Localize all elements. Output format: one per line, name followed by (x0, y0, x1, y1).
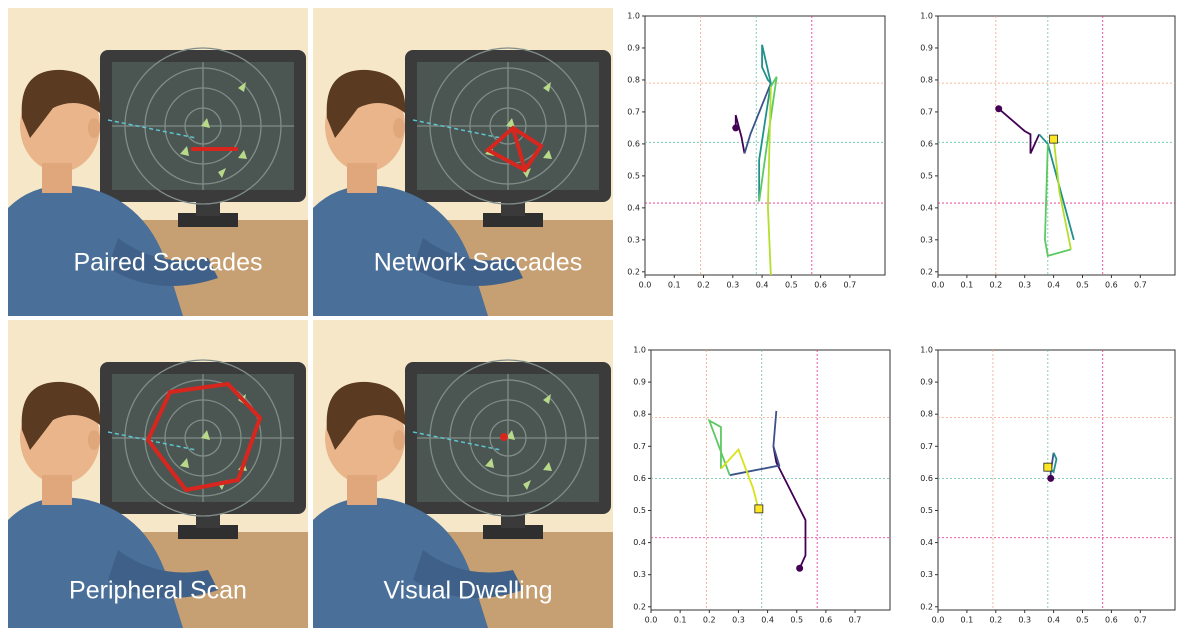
y-tick-label: 0.9 (633, 378, 646, 387)
y-tick-label: 0.9 (920, 378, 933, 387)
end-point (1050, 135, 1058, 143)
x-tick-label: 0.7 (1134, 281, 1147, 290)
y-tick-label: 1.0 (920, 12, 933, 21)
plot-frame (938, 16, 1175, 275)
x-tick-label: 0.5 (785, 281, 798, 290)
y-tick-label: 0.7 (920, 107, 933, 116)
end-point (755, 505, 763, 513)
x-tick-label: 0.1 (961, 616, 974, 625)
x-tick-label: 0.2 (989, 281, 1002, 290)
y-tick-label: 0.2 (920, 602, 933, 611)
x-tick-label: 0.4 (1047, 616, 1060, 625)
y-tick-label: 0.3 (920, 235, 933, 244)
start-point (796, 565, 803, 572)
chart: 0.0 0.1 0.2 0.3 0.4 0.5 0.6 0.7 0.2 0.3 0.4 0.5 0.6 0… (920, 12, 1175, 290)
x-tick-label: 0.3 (1018, 616, 1031, 625)
y-tick-label: 0.9 (627, 43, 640, 52)
y-tick-label: 0.8 (633, 410, 646, 419)
y-tick-label: 0.5 (627, 171, 640, 180)
y-tick-label: 0.6 (627, 139, 640, 148)
y-tick-label: 0.5 (633, 506, 646, 515)
start-point (995, 105, 1002, 112)
y-tick-label: 0.2 (920, 267, 933, 276)
panel-network: Network Saccades (313, 8, 613, 316)
end-point (1044, 463, 1052, 471)
y-tick-label: 1.0 (633, 346, 646, 355)
y-tick-label: 0.5 (920, 171, 933, 180)
y-tick-label: 0.6 (920, 474, 933, 483)
x-tick-label: 0.6 (820, 616, 833, 625)
y-tick-label: 1.0 (920, 346, 933, 355)
y-tick-label: 0.4 (627, 203, 640, 212)
x-tick-label: 0.6 (1105, 281, 1118, 290)
x-tick-label: 0.7 (1134, 616, 1147, 625)
panel-peripheral: Peripheral Scan (8, 320, 308, 628)
panel-label: Visual Dwelling (383, 577, 552, 605)
x-tick-label: 0.5 (1076, 616, 1089, 625)
y-tick-label: 0.2 (633, 602, 646, 611)
x-tick-label: 0.1 (668, 281, 681, 290)
x-tick-label: 0.3 (1018, 281, 1031, 290)
x-tick-label: 0.2 (703, 616, 716, 625)
x-tick-label: 0.0 (932, 281, 945, 290)
chart: 0.0 0.1 0.2 0.3 0.4 0.5 0.6 0.7 0.2 0.3 0.4 0.5 0.6 0… (633, 346, 890, 625)
y-tick-label: 0.4 (633, 538, 646, 547)
y-tick-label: 0.9 (920, 43, 933, 52)
chart: 0.0 0.1 0.2 0.3 0.4 0.5 0.6 0.7 0.2 0.3 0.4 0.5 0.6 0… (627, 12, 885, 290)
y-tick-label: 1.0 (627, 12, 640, 21)
y-tick-label: 0.8 (920, 75, 933, 84)
x-tick-label: 0.1 (674, 616, 687, 625)
y-tick-label: 0.7 (627, 107, 640, 116)
y-tick-label: 0.3 (920, 570, 933, 579)
x-tick-label: 0.5 (1076, 281, 1089, 290)
x-tick-label: 0.2 (697, 281, 710, 290)
start-point (1047, 475, 1054, 482)
y-tick-label: 0.5 (920, 506, 933, 515)
x-tick-label: 0.5 (790, 616, 803, 625)
y-tick-label: 0.4 (920, 538, 933, 547)
x-tick-label: 0.7 (849, 616, 862, 625)
x-tick-label: 0.0 (645, 616, 658, 625)
y-tick-label: 0.3 (627, 235, 640, 244)
panel-paired: Paired Saccades (8, 8, 308, 316)
y-tick-label: 0.8 (627, 75, 640, 84)
panel-label: Network Saccades (374, 249, 582, 277)
y-tick-label: 0.7 (920, 442, 933, 451)
x-tick-label: 0.4 (761, 616, 774, 625)
y-tick-label: 0.6 (920, 139, 933, 148)
y-tick-label: 0.3 (633, 570, 646, 579)
x-tick-label: 0.3 (732, 616, 745, 625)
start-point (732, 124, 739, 131)
x-tick-label: 0.6 (814, 281, 827, 290)
chart: 0.0 0.1 0.2 0.3 0.4 0.5 0.6 0.7 0.2 0.3 0.4 0.5 0.6 0… (920, 346, 1175, 625)
plot-frame (651, 350, 890, 610)
x-tick-label: 0.4 (756, 281, 769, 290)
panel-label: Peripheral Scan (69, 577, 247, 605)
y-tick-label: 0.7 (633, 442, 646, 451)
y-tick-label: 0.4 (920, 203, 933, 212)
x-tick-label: 0.6 (1105, 616, 1118, 625)
x-tick-label: 0.7 (844, 281, 857, 290)
panel-label: Paired Saccades (73, 249, 262, 277)
y-tick-label: 0.8 (920, 410, 933, 419)
x-tick-label: 0.2 (989, 616, 1002, 625)
x-tick-label: 0.3 (726, 281, 739, 290)
plot-frame (938, 350, 1175, 610)
y-tick-label: 0.2 (627, 267, 640, 276)
x-tick-label: 0.0 (639, 281, 652, 290)
x-tick-label: 0.4 (1047, 281, 1060, 290)
y-tick-label: 0.6 (633, 474, 646, 483)
page: Paired Saccades Network Saccades Periphe… (0, 0, 1188, 628)
x-tick-label: 0.1 (961, 281, 974, 290)
panel-dwelling: Visual Dwelling (313, 320, 613, 628)
x-tick-label: 0.0 (932, 616, 945, 625)
